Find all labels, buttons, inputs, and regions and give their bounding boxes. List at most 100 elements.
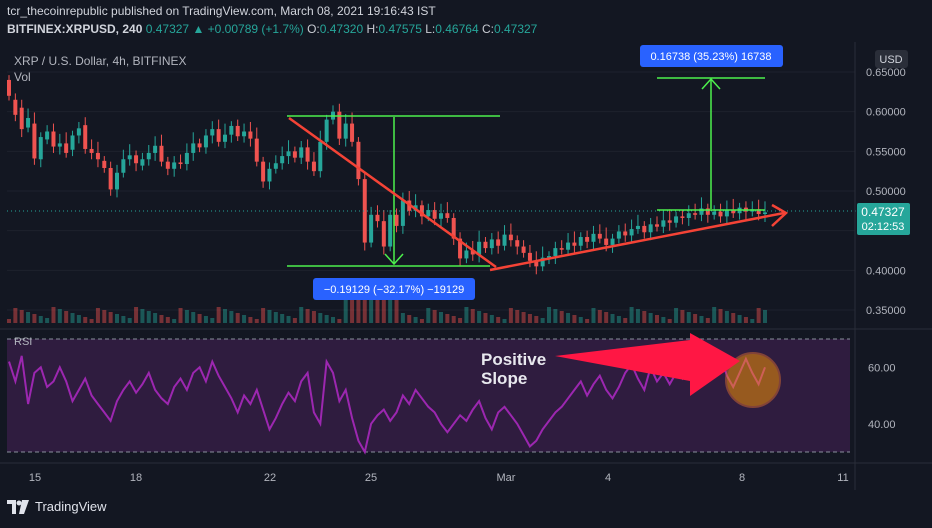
volume-bar: [324, 315, 329, 323]
candle-body: [95, 152, 100, 160]
publish-info: tcr_thecoinrepublic published on Trading…: [7, 4, 436, 18]
volume-bar: [419, 319, 424, 323]
candle-body: [604, 238, 609, 245]
candle-body: [64, 143, 69, 153]
candle-body: [362, 179, 367, 243]
price-axis: 0.650000.600000.550000.500000.450000.400…: [866, 67, 906, 317]
volume-bar: [362, 292, 367, 323]
candle-body: [292, 151, 297, 158]
volume-bar: [559, 311, 564, 323]
volume-bar: [375, 296, 380, 323]
volume-bar: [674, 308, 679, 323]
volume-bar: [318, 313, 323, 323]
candle-body: [32, 123, 37, 159]
ohlc-bar: BITFINEX:XRPUSD, 240 0.47327 ▲ +0.00789 …: [7, 22, 537, 36]
candle-body: [566, 242, 571, 250]
candle-body: [502, 234, 507, 246]
candle-body: [445, 213, 450, 218]
price-tick-label: 0.40000: [866, 265, 906, 277]
candle-body: [610, 238, 615, 245]
volume-bar: [553, 309, 558, 323]
open-value: 0.47320: [319, 22, 364, 36]
candle-body: [693, 213, 698, 215]
volume-bar: [191, 312, 196, 323]
annotation-text: Positive Slope: [481, 350, 551, 388]
candle-body: [578, 237, 583, 246]
time-tick-label: 4: [605, 472, 611, 484]
volume-bar: [477, 311, 482, 323]
candle-body: [248, 131, 253, 139]
volume-bar: [616, 316, 621, 323]
candle-body: [458, 238, 463, 259]
candle-body: [534, 260, 539, 267]
time-tick-label: Mar: [497, 472, 516, 484]
volume-bar: [26, 312, 31, 323]
volume-bar: [496, 317, 501, 323]
falling-trendline[interactable]: [288, 116, 497, 269]
volume-bar: [7, 319, 11, 323]
candle-body: [242, 131, 247, 137]
time-tick-label: 15: [29, 472, 41, 484]
rsi-highlight-circle: [725, 352, 781, 408]
candle-body: [559, 248, 564, 250]
measure-up[interactable]: [657, 77, 765, 211]
volume-bar: [223, 309, 227, 323]
volume-bar: [286, 316, 291, 323]
volume-bar: [369, 294, 374, 323]
volume-bar: [115, 314, 119, 323]
volume-bar: [83, 317, 88, 323]
candle-body: [172, 162, 177, 169]
trendline-arrowhead: [771, 203, 789, 227]
volume-bar: [51, 307, 56, 323]
volume-bar: [712, 307, 717, 323]
candle-body: [680, 216, 685, 218]
candle-body: [356, 141, 361, 180]
volume-bar: [407, 315, 412, 323]
candle-body: [235, 125, 240, 137]
volume-bar: [32, 314, 37, 323]
last-price: 0.47327: [145, 22, 190, 36]
candle-body: [686, 213, 691, 218]
volume-bar: [591, 308, 596, 323]
candle-body: [642, 225, 647, 233]
candle-body: [146, 152, 151, 160]
volume-bar: [731, 313, 736, 323]
candle-body: [661, 220, 666, 227]
candle-body: [286, 151, 291, 157]
volume-bar: [134, 307, 139, 323]
candle-body: [350, 123, 355, 142]
low-label: L:: [425, 22, 436, 36]
volume-bar: [89, 319, 94, 323]
measure-down[interactable]: [287, 115, 500, 267]
currency-badge[interactable]: USD: [875, 50, 908, 68]
candle-body: [57, 143, 62, 147]
volume-bar: [337, 319, 342, 323]
volume-bar: [70, 313, 75, 323]
candle-body: [388, 214, 393, 247]
volume-bar: [527, 314, 532, 323]
volume-bar: [178, 308, 183, 323]
volume-bar: [242, 315, 247, 323]
branding-text: TradingView: [35, 499, 107, 514]
volume-bar: [458, 318, 463, 323]
volume-bar: [261, 308, 266, 323]
candle-body: [191, 143, 196, 153]
candle-body: [419, 205, 424, 217]
candle-body: [464, 250, 469, 259]
close-value: 0.47327: [493, 22, 538, 36]
candle-body: [273, 163, 278, 169]
tradingview-logo[interactable]: TradingView: [7, 499, 107, 514]
candle-body: [547, 256, 551, 258]
rising-trendline[interactable]: [489, 211, 785, 272]
chart-grid: [7, 71, 855, 311]
volume-bar: [299, 307, 304, 323]
volume-bar: [483, 313, 488, 323]
volume-bar: [311, 311, 316, 323]
volume-bar: [159, 315, 164, 323]
candle-body: [655, 224, 659, 227]
measure-up-label: 0.16738 (35.23%) 16738: [640, 45, 783, 67]
volume-bar: [756, 308, 761, 323]
volume-bar: [604, 312, 609, 323]
candle-body: [400, 200, 405, 226]
